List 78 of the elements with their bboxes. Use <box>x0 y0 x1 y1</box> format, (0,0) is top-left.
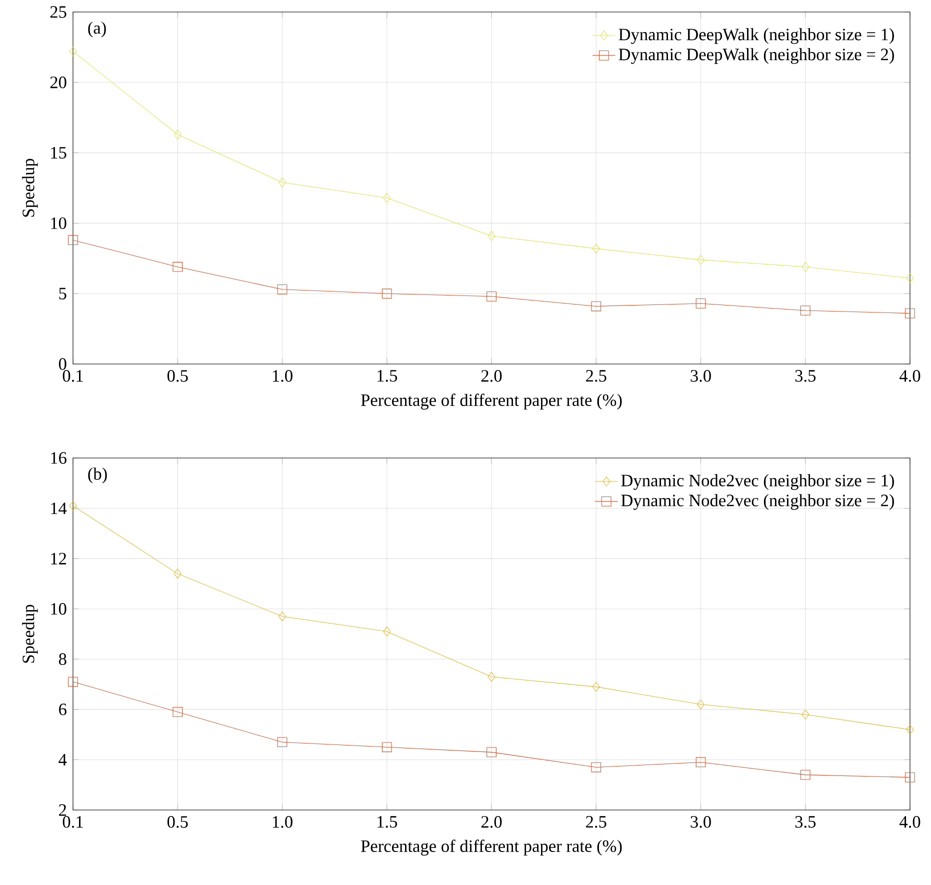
y-tick-label: 2 <box>59 804 66 816</box>
y-tick-label: 20 <box>50 76 66 88</box>
annotation: (b) <box>88 468 107 484</box>
x-tick-label: 3.5 <box>795 370 816 382</box>
point <box>174 568 182 579</box>
x-tick-label: 2.5 <box>586 816 606 828</box>
point <box>383 192 391 203</box>
point <box>69 500 77 511</box>
legend-label: Dynamic DeepWalk (neighbor size = 2) <box>618 48 894 64</box>
x-tick-label: 3.0 <box>690 816 711 828</box>
point <box>696 757 706 768</box>
point <box>486 291 496 302</box>
y-tick-label: 6 <box>59 704 66 716</box>
x-tick-label: 1.0 <box>272 370 292 382</box>
x-tick-label: 3.0 <box>690 370 711 382</box>
point <box>172 262 183 272</box>
x-tick-label: 2.0 <box>481 816 502 828</box>
point <box>591 301 602 312</box>
legend-label: Dynamic DeepWalk (neighbor size = 1) <box>618 28 894 44</box>
y-axis-title: Speedup <box>22 158 38 217</box>
point <box>592 244 600 254</box>
point <box>68 235 78 246</box>
point <box>174 130 182 140</box>
legend-label: Dynamic Node2vec (neighbor size = 2) <box>621 494 894 510</box>
point <box>592 682 600 692</box>
point <box>69 46 77 56</box>
point <box>696 298 706 308</box>
y-tick-label: 4 <box>58 754 67 766</box>
x-tick-label: 3.5 <box>795 816 816 828</box>
point <box>906 724 914 734</box>
x-tick-label: 2.5 <box>586 370 606 382</box>
y-tick-label: 14 <box>51 502 67 514</box>
x-tick-label: 0.5 <box>167 816 188 828</box>
y-tick-label: 10 <box>51 603 66 615</box>
y-tick-label: 10 <box>51 217 66 230</box>
point <box>382 742 392 752</box>
x-tick-label: 0.5 <box>167 370 188 382</box>
point <box>68 676 78 687</box>
x-tick-label: 0.1 <box>62 370 83 382</box>
point <box>906 273 914 284</box>
x-tick-label: 1.0 <box>272 816 292 828</box>
y-tick-label: 15 <box>51 147 66 159</box>
point <box>800 306 810 316</box>
x-tick-label: 1.5 <box>378 370 398 382</box>
y-tick-label: 12 <box>51 552 66 564</box>
legend-label: Dynamic Node2vec (neighbor size = 1) <box>621 474 894 490</box>
annotation: (a) <box>88 22 106 38</box>
x-axis-title: Percentage of different paper rate (%) <box>361 840 622 856</box>
x-tick-label: 2.0 <box>481 370 502 382</box>
point <box>591 762 602 772</box>
point <box>382 288 392 299</box>
point <box>172 707 183 717</box>
point <box>696 699 705 710</box>
point <box>277 284 288 294</box>
y-axis-title: Speedup <box>22 604 38 663</box>
point <box>905 772 915 782</box>
point <box>277 737 288 748</box>
x-tick-label: 4.0 <box>900 816 920 828</box>
x-tick-label: 4.0 <box>900 370 920 382</box>
x-tick-label: 0.1 <box>62 816 83 828</box>
point <box>486 747 496 758</box>
point <box>905 308 915 318</box>
y-tick-label: 16 <box>51 452 66 464</box>
point <box>383 626 391 636</box>
point <box>488 672 496 682</box>
point <box>696 254 705 265</box>
point <box>802 262 810 272</box>
y-tick-label: 0 <box>58 358 66 370</box>
y-tick-label: 8 <box>58 653 66 665</box>
point <box>278 177 286 188</box>
x-axis-title: Percentage of different paper rate (%) <box>361 394 622 410</box>
y-tick-label: 5 <box>59 288 66 300</box>
point <box>800 770 810 780</box>
point <box>488 230 496 241</box>
point <box>278 611 286 622</box>
point <box>802 710 810 720</box>
x-tick-label: 1.5 <box>378 816 398 828</box>
y-tick-label: 25 <box>50 6 66 18</box>
